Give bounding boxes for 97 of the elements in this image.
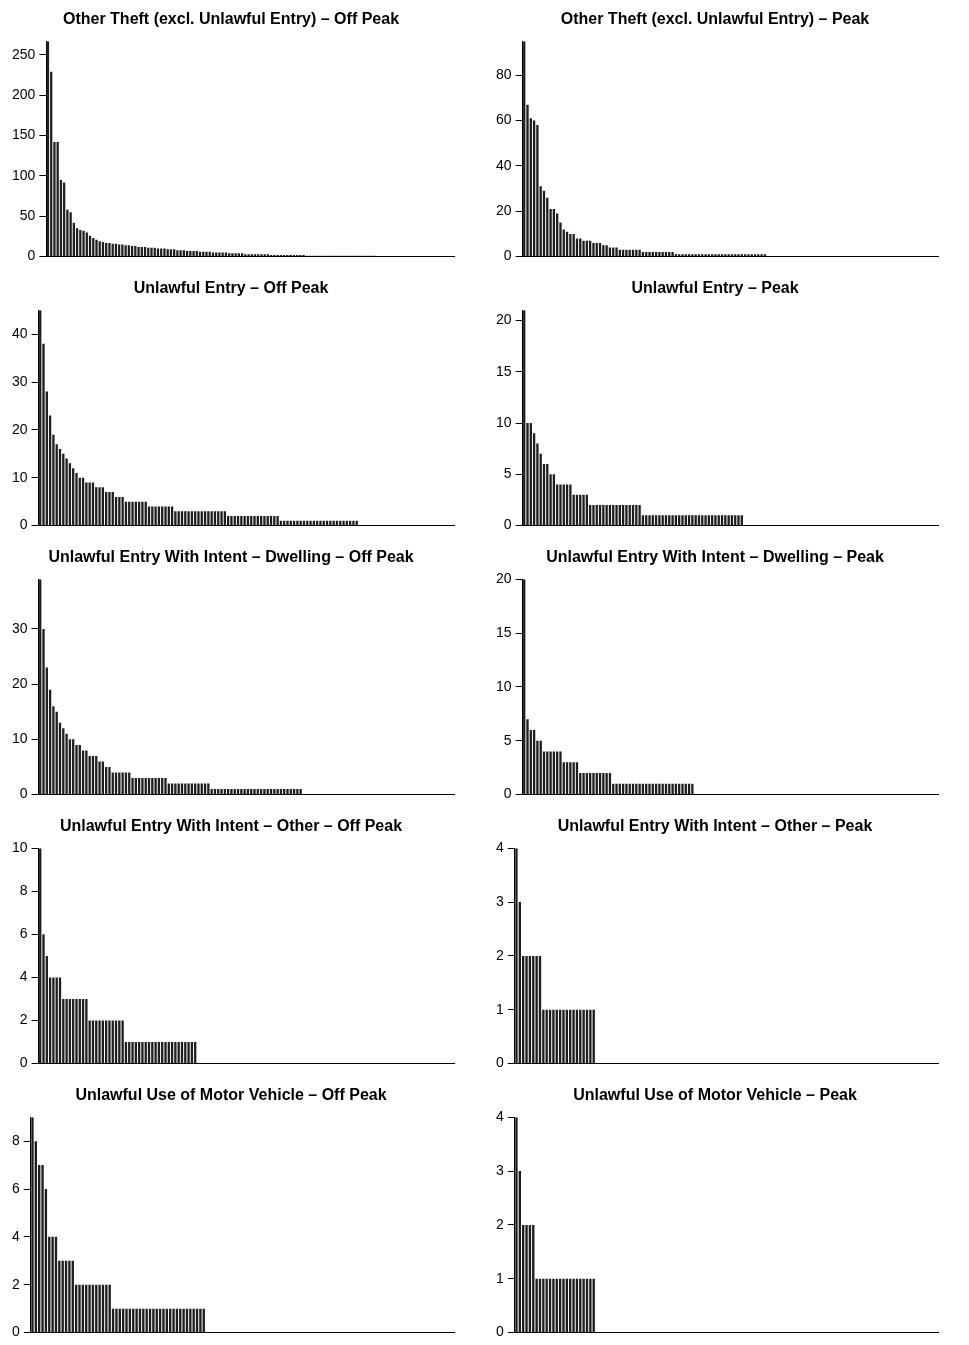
- y-tick-label: 0: [503, 785, 512, 802]
- bar: [121, 1020, 124, 1064]
- bar: [69, 212, 72, 257]
- bar: [605, 773, 608, 795]
- y-tick-label: 200: [12, 86, 36, 103]
- y-tick-label: 10: [495, 413, 512, 430]
- bar: [118, 496, 121, 526]
- chart-title: Unlawful Use of Motor Vehicle – Off Peak: [75, 1086, 387, 1104]
- y-tick-label: 50: [19, 207, 36, 224]
- chart-title: Other Theft (excl. Unlawful Entry) – Off Peak: [62, 10, 400, 28]
- bar: [179, 250, 182, 257]
- y-tick-label: 30: [11, 372, 28, 389]
- bar: [602, 505, 605, 526]
- bar: [121, 772, 124, 795]
- bar: [207, 783, 210, 795]
- y-tick-label: 40: [495, 156, 512, 173]
- y-tick-label: 2: [495, 946, 504, 963]
- y-tick-label: 1: [495, 1269, 504, 1286]
- bar: [124, 245, 127, 257]
- y-tick-label: 3: [495, 1161, 504, 1178]
- y-tick-label: 6: [11, 1179, 20, 1196]
- bar: [234, 253, 237, 257]
- y-tick-label: 8: [11, 1131, 20, 1148]
- bar: [605, 505, 608, 526]
- chart-title: Unlawful Entry With Intent – Other – Off Peak: [59, 817, 403, 835]
- y-tick-label: 60: [495, 111, 512, 128]
- y-tick-label: 4: [19, 968, 28, 985]
- y-tick-label: 4: [495, 1108, 504, 1125]
- bar: [536, 125, 539, 257]
- y-tick-label: 10: [495, 677, 512, 694]
- bar: [85, 998, 88, 1064]
- bar: [118, 772, 121, 795]
- bar: [121, 496, 124, 526]
- y-tick-label: 20: [11, 675, 28, 691]
- y-tick-label: 1: [495, 1000, 504, 1017]
- y-tick-label: 15: [495, 362, 512, 379]
- y-tick-label: 40: [11, 324, 28, 341]
- bar: [602, 245, 605, 257]
- y-tick-label: 150: [12, 126, 36, 143]
- y-tick-label: 5: [503, 731, 512, 748]
- chart-title: Unlawful Entry – Off Peak: [133, 279, 329, 297]
- chart-title: Unlawful Use of Motor Vehicle – Peak: [573, 1086, 857, 1104]
- bar: [176, 250, 179, 257]
- bar: [231, 253, 234, 257]
- chart-title: Unlawful Entry With Intent – Dwelling – Peak: [546, 548, 884, 566]
- bar: [602, 773, 605, 795]
- bar: [182, 250, 185, 257]
- y-tick-label: 0: [503, 247, 512, 264]
- bar: [169, 249, 173, 257]
- bar: [228, 253, 231, 257]
- y-tick-label: 100: [12, 166, 36, 183]
- bar: [569, 484, 572, 526]
- y-tick-label: 80: [495, 66, 512, 83]
- y-tick-label: 4: [495, 839, 504, 856]
- chart-title: Unlawful Entry – Peak: [631, 279, 799, 297]
- y-tick-label: 2: [11, 1275, 20, 1292]
- bar: [65, 458, 68, 526]
- y-tick-label: 10: [11, 468, 28, 485]
- bar: [237, 253, 240, 257]
- y-tick-label: 2: [495, 1215, 504, 1232]
- bar: [85, 750, 88, 795]
- y-tick-label: 4: [11, 1227, 20, 1244]
- y-tick-label: 10: [11, 730, 28, 747]
- bar: [691, 783, 694, 795]
- y-tick-label: 2: [19, 1011, 28, 1028]
- chart-title: Unlawful Entry With Intent – Dwelling – Off Peak: [48, 548, 414, 566]
- bar: [118, 244, 121, 257]
- chart-title: Unlawful Entry With Intent – Other – Peak: [557, 817, 873, 835]
- y-tick-label: 5: [503, 465, 512, 482]
- bar: [75, 472, 78, 526]
- y-tick-label: 8: [19, 882, 28, 899]
- bar: [173, 249, 176, 257]
- y-tick-label: 20: [495, 570, 512, 587]
- y-tick-label: 20: [495, 311, 512, 328]
- bar: [127, 245, 130, 257]
- y-tick-label: 30: [11, 619, 28, 636]
- y-tick-label: 0: [11, 1323, 20, 1340]
- y-tick-label: 20: [495, 202, 512, 219]
- chart-title: Other Theft (excl. Unlawful Entry) – Peak: [560, 10, 870, 28]
- bar: [121, 244, 124, 257]
- y-tick-label: 6: [19, 925, 28, 942]
- bar: [118, 1020, 121, 1064]
- bar: [240, 253, 244, 257]
- y-tick-label: 15: [495, 623, 512, 640]
- y-tick-label: 250: [12, 45, 36, 62]
- y-tick-label: 0: [27, 247, 36, 264]
- y-tick-label: 20: [11, 420, 28, 437]
- bar: [166, 249, 169, 257]
- y-tick-label: 0: [19, 516, 28, 533]
- y-tick-label: 10: [11, 839, 28, 856]
- y-tick-label: 3: [495, 892, 504, 909]
- y-tick-label: 0: [19, 1054, 28, 1071]
- y-tick-label: 0: [503, 516, 512, 533]
- y-tick-label: 0: [495, 1323, 504, 1340]
- y-tick-label: 0: [495, 1054, 504, 1071]
- y-tick-label: 0: [19, 785, 28, 802]
- bar: [605, 245, 608, 257]
